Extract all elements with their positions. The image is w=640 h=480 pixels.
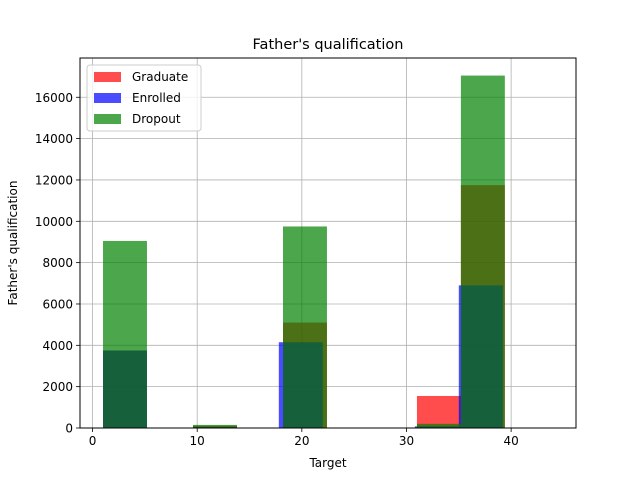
bar-dropout [416, 423, 461, 428]
x-tick-label: 20 [294, 434, 309, 448]
y-tick-label: 6000 [42, 297, 73, 311]
x-axis-ticks: 0 10 20 30 40 [89, 428, 519, 448]
y-tick-label: 0 [65, 422, 73, 436]
plot-frame [79, 57, 577, 429]
y-tick-label: 14000 [35, 132, 73, 146]
x-axis-label: Target [308, 456, 346, 470]
x-tick-label: 0 [89, 434, 97, 448]
legend-label-graduate: Graduate [132, 70, 188, 84]
x-tick-label: 10 [190, 434, 205, 448]
bar-graduate [416, 395, 461, 428]
bar-dropout [460, 75, 505, 429]
legend-label-dropout: Dropout [132, 112, 181, 126]
legend-swatch-enrolled [94, 93, 121, 103]
bar-dropout [103, 240, 147, 428]
y-axis-ticks: 0 2000 4000 6000 8000 10000 12000 14000 16000 [35, 91, 80, 436]
y-tick-label: 2000 [42, 380, 73, 394]
legend-swatch-dropout [94, 114, 121, 124]
y-tick-label: 16000 [35, 91, 73, 105]
y-axis-label: Father's qualification [6, 181, 20, 306]
legend-label-enrolled: Enrolled [132, 91, 181, 105]
x-tick-label: 40 [503, 434, 518, 448]
legend: Graduate Enrolled Dropout [86, 64, 202, 132]
bars [103, 75, 505, 429]
bar-dropout [283, 226, 327, 428]
x-tick-label: 30 [399, 434, 414, 448]
y-tick-label: 12000 [35, 173, 73, 187]
bar-dropout [193, 424, 237, 428]
y-tick-label: 4000 [42, 339, 73, 353]
y-tick-label: 10000 [35, 215, 73, 229]
chart-title: Father's qualification [253, 37, 404, 53]
legend-swatch-graduate [94, 72, 121, 82]
y-tick-label: 8000 [42, 256, 73, 270]
